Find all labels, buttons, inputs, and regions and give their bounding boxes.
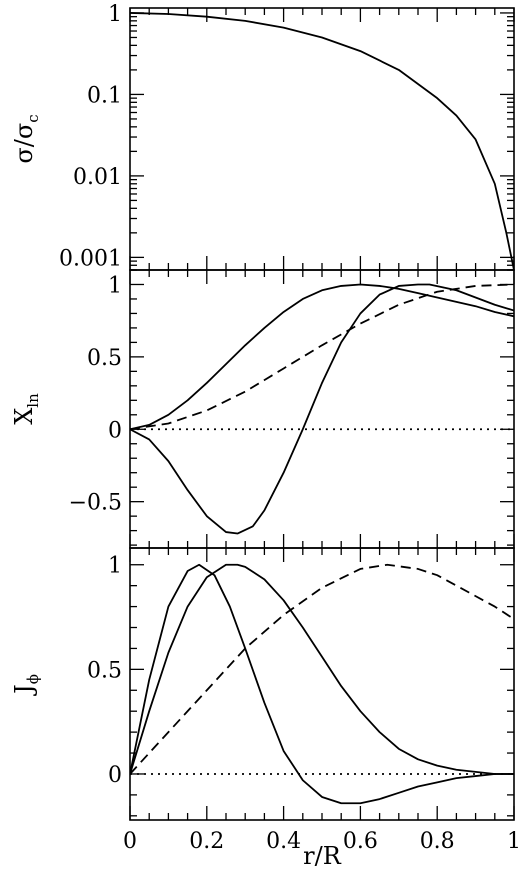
y-axis-label-main: σ/σ <box>10 123 38 164</box>
panel-2-curves <box>130 283 514 535</box>
y-tick-label: 0.5 <box>87 346 122 371</box>
x-tick-label: 0.4 <box>266 829 301 854</box>
series-solid-line <box>130 283 514 535</box>
y-tick-label: 0 <box>108 763 122 788</box>
y-tick-label: −0.5 <box>69 491 122 516</box>
panels: 1 0.1 0.01 0.001 σ/σc 1 0.5 0 −0.5 Xln 1 0.5 0 0 0.2 0.… <box>10 2 520 870</box>
series-solid-line <box>130 12 514 270</box>
panel-1-ticks <box>129 8 515 271</box>
x-tick-label: 0.6 <box>343 829 378 854</box>
x-tick-label: 1 <box>507 829 520 854</box>
y-axis-label-sub: c <box>24 114 42 122</box>
panel-1-frame <box>129 7 515 271</box>
y-axis-label-sub: ϕ <box>24 674 42 684</box>
panel-3: 1 0.5 0 0 0.2 0.4 0.6 0.8 1 Jϕ r/R <box>10 547 520 870</box>
y-axis-label-sub: ln <box>24 393 42 408</box>
panel-2-frame <box>129 269 515 549</box>
y-axis-label: Jϕ <box>10 674 42 697</box>
y-axis-label-main: X <box>10 408 38 425</box>
panel-3-ticks <box>129 548 515 820</box>
series-solid-line <box>130 563 514 805</box>
y-tick-label: 0 <box>108 418 122 443</box>
series-solid-line <box>130 283 514 431</box>
y-tick-label: 0.1 <box>87 83 122 108</box>
y-axis-label: σ/σc <box>10 114 42 163</box>
panel-3-curves <box>130 563 514 805</box>
panel-2-ticks <box>129 269 515 548</box>
series-solid-line <box>130 563 514 775</box>
y-tick-label: 1 <box>108 554 122 579</box>
panel-1: 1 0.1 0.01 0.001 σ/σc <box>10 2 515 271</box>
y-tick-label: 0.001 <box>59 246 122 271</box>
y-tick-label: 1 <box>108 273 122 298</box>
y-tick-label: 1 <box>108 2 122 27</box>
x-axis-label: r/R <box>303 842 342 870</box>
panel-3-frame <box>129 547 515 821</box>
series-dashed-line <box>130 563 514 775</box>
panel-2: 1 0.5 0 −0.5 Xln <box>10 269 515 549</box>
y-tick-label: 0.01 <box>73 165 122 190</box>
series-dashed-line <box>130 283 514 431</box>
y-tick-label: 0.5 <box>87 658 122 683</box>
x-tick-label: 0.2 <box>189 829 224 854</box>
y-axis-label: Xln <box>10 393 42 425</box>
x-tick-label: 0 <box>123 829 137 854</box>
y-axis-label-main: J <box>10 684 38 697</box>
x-tick-label: 0.8 <box>420 829 455 854</box>
panel-1-curves <box>130 12 514 270</box>
